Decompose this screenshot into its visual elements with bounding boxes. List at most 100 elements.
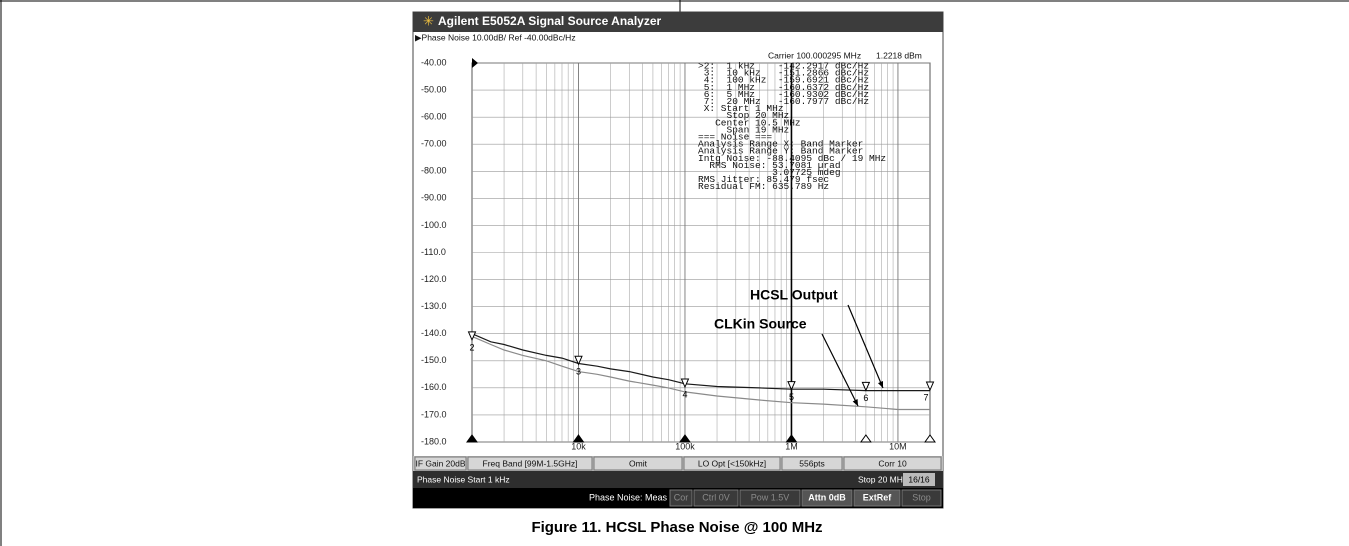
readout-line: === Noise ===	[698, 132, 772, 143]
readout-line: 7: 20 MHz -160.7977 dBc/Hz	[698, 96, 869, 107]
status-text: Phase Noise Start 1 kHz	[417, 474, 510, 484]
status-button	[853, 489, 901, 507]
readout-line: Intg Noise: -88.4095 dBc / 19 MHz	[698, 153, 886, 164]
arrow-head	[852, 399, 858, 406]
status-button	[801, 489, 853, 507]
logo: ✳	[423, 13, 434, 28]
y-tick-label: -50.00	[421, 84, 447, 94]
status-text: Cor	[674, 492, 689, 502]
readout-line: RMS Noise: 53.7081 µrad	[698, 160, 841, 171]
y-tick-label: -110.0	[421, 247, 446, 257]
marker	[861, 381, 871, 392]
status-box	[683, 456, 781, 471]
carrier: Carrier 100.000295 MHz	[768, 50, 861, 60]
readout-line: 6: 5 MHz -160.9302 dBc/Hz	[698, 89, 869, 100]
axis-marker	[679, 434, 691, 443]
status-text: Stop	[912, 492, 931, 502]
marker-label: 7	[923, 392, 928, 402]
marker-label: 3	[576, 367, 581, 377]
status-text: Omit	[629, 458, 648, 468]
readout-line: Center 10.5 MHz	[698, 117, 801, 128]
status-button	[669, 489, 693, 507]
status-button	[693, 489, 739, 507]
legend-label: CLKin Source	[714, 316, 807, 332]
marker-label: 5	[789, 392, 794, 402]
status-text: Attn 0dB	[808, 492, 846, 502]
trace-header: ▶Phase Noise 10.00dB/ Ref -40.00dBc/Hz	[415, 32, 576, 42]
y-tick-label: -170.0	[421, 409, 447, 419]
status-text: Pow 1.5V	[751, 492, 790, 502]
axis-marker	[859, 434, 872, 443]
y-tick-label: -150.0	[421, 355, 447, 365]
status-text: Corr 10	[878, 458, 907, 468]
y-tick-label: -130.0	[421, 301, 447, 311]
legend-label: HCSL Output	[750, 287, 838, 303]
readout-line: 4: 100 kHz -159.6921 dBc/Hz	[698, 75, 869, 86]
power: 1.2218 dBm	[876, 50, 922, 60]
marker-label: 4	[682, 389, 687, 399]
title-bar	[413, 12, 943, 32]
readout-line: Span 19 MHz	[698, 124, 789, 135]
y-tick-label: -70.00	[421, 139, 447, 149]
readout-line: Analysis Range Y: Band Marker	[698, 146, 863, 157]
readout-line: 5: 1 MHz -160.6372 dBc/Hz	[698, 82, 869, 93]
axis-marker	[572, 434, 585, 443]
marker	[787, 381, 796, 391]
x-tick-label: 10k	[571, 441, 586, 451]
caption: Figure 11. HCSL Phase Noise @ 100 MHz	[531, 519, 822, 536]
status-text: Stop 20 MHz	[858, 474, 907, 484]
arrow-head	[877, 381, 884, 388]
series-line	[471, 335, 930, 411]
readout-line: Residual FM: 635.789 Hz	[698, 181, 829, 192]
readout-line: Analysis Range X: Band Marker	[698, 139, 863, 150]
x-tick-label: 100k	[675, 441, 695, 451]
y-tick-label: -60.00	[421, 112, 447, 122]
axis-marker	[466, 434, 478, 443]
status-box	[593, 456, 683, 471]
y-tick-label: -80.00	[421, 166, 447, 176]
status-text: IF Gain 20dB	[415, 458, 465, 468]
readout-line: >2: 1 kHz -142.2917 dBc/Hz	[698, 61, 869, 72]
readout-line: 3.07725 mdeg	[698, 167, 841, 178]
readout-line: Stop 20 MHz	[698, 110, 789, 121]
status-box	[467, 456, 593, 471]
status-text: 556pts	[799, 458, 825, 468]
status-text: Freq Band [99M-1.5GHz]	[483, 458, 578, 468]
y-tick-label: -120.0	[421, 274, 447, 284]
readout-line: X: Start 1 MHz	[698, 103, 784, 114]
window-title: Agilent E5052A Signal Source Analyzer	[438, 14, 662, 28]
readout-line: RMS Jitter: 85.479 fsec	[698, 174, 829, 185]
marker	[925, 381, 935, 392]
marker	[467, 331, 477, 342]
status-row2	[413, 471, 943, 488]
status-text: Ctrl 0V	[702, 492, 730, 502]
y-tick-label: -160.0	[421, 382, 447, 392]
marker-label: 2	[469, 342, 474, 352]
axis-marker	[785, 434, 798, 443]
legend-arrow	[821, 333, 859, 407]
legend-arrow	[847, 304, 884, 389]
axis-marker	[924, 434, 936, 443]
x-tick-label: 1M	[785, 441, 798, 451]
y-tick-label: -140.0	[421, 328, 447, 338]
status-button	[739, 489, 801, 507]
status-button	[901, 489, 942, 507]
y-tick-label: -40.00	[421, 57, 447, 67]
status-text: 16/16	[908, 474, 930, 484]
marker	[680, 378, 690, 389]
readout-line: 3: 10 kHz -151.2866 dBc/Hz	[698, 68, 869, 79]
status-box	[781, 456, 843, 471]
status-text: Phase Noise: Meas	[589, 492, 668, 502]
ref-arrow	[472, 58, 478, 68]
y-tick-label: -90.00	[421, 193, 447, 203]
marker-label: 6	[863, 393, 868, 403]
status-box	[843, 456, 942, 471]
y-tick-label: -180.0	[421, 436, 447, 446]
y-tick-label: -100.0	[421, 220, 447, 230]
marker	[574, 355, 583, 366]
status-box	[903, 473, 935, 486]
x-tick-label: 10M	[889, 441, 907, 451]
status-box	[414, 456, 467, 471]
status-text: LO Opt [<150kHz]	[698, 458, 766, 468]
